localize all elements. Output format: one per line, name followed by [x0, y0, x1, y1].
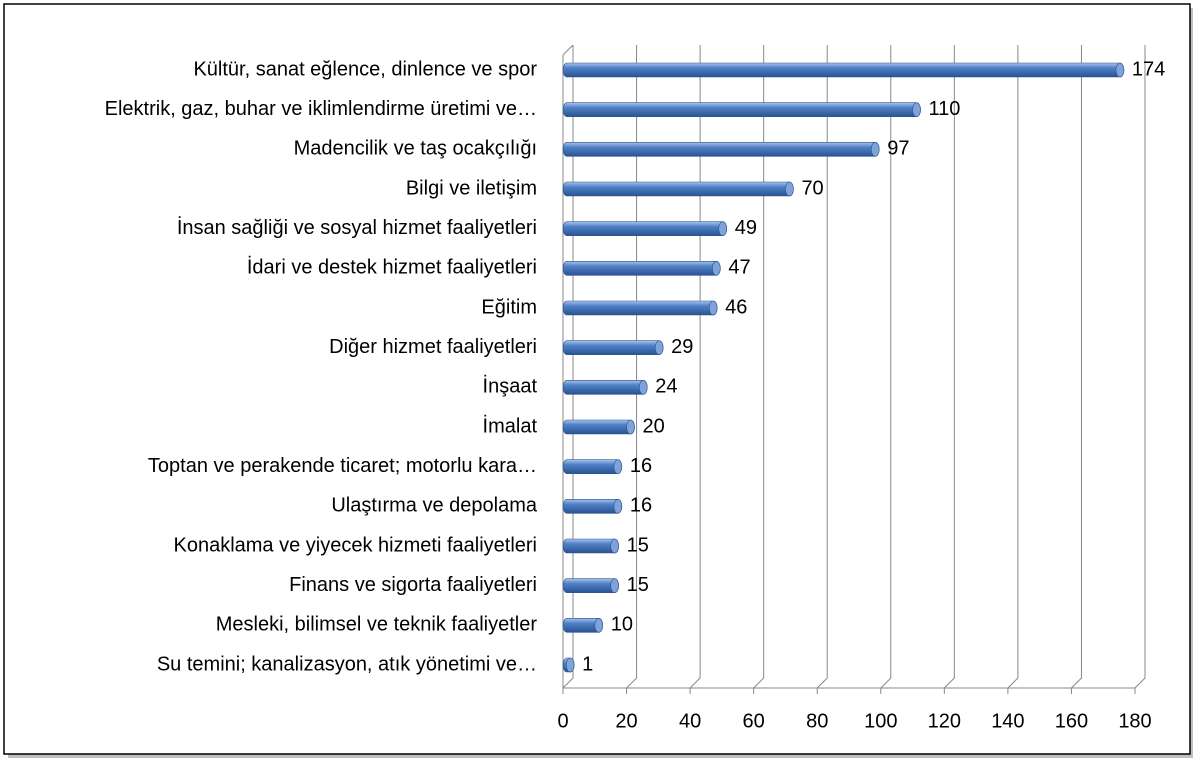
- grid-line: [816, 45, 828, 689]
- category-label: Madencilik ve taş ocakçılığı: [294, 138, 537, 160]
- value-label: 16: [630, 455, 652, 477]
- category-label: Bilgi ve iletişim: [406, 177, 537, 199]
- category-label: Diğer hizmet faaliyetleri: [329, 336, 537, 358]
- bar: [562, 102, 921, 117]
- grid-line: [880, 45, 892, 689]
- category-label: Konaklama ve yiyecek hizmeti faaliyetler…: [174, 534, 538, 556]
- grid-line: [562, 45, 574, 689]
- category-label: İmalat: [483, 414, 538, 437]
- category-label: Elektrik, gaz, buhar ve iklimlendirme ür…: [105, 98, 537, 120]
- bar-cap: [626, 419, 635, 435]
- value-label: 15: [627, 534, 649, 556]
- axis-wall: [562, 44, 574, 56]
- x-tick-label: 140: [991, 710, 1024, 732]
- category-label: İnşaat: [483, 375, 538, 398]
- category-label: Ulaştırma ve depolama: [331, 495, 538, 517]
- bar: [562, 142, 880, 157]
- bar-cap: [594, 618, 604, 633]
- bar-cap: [712, 261, 721, 276]
- category-label: Finans ve sigorta faaliyetleri: [289, 574, 537, 596]
- bar-cap: [610, 578, 619, 593]
- grid-line: [753, 45, 765, 689]
- bar: [562, 459, 623, 474]
- value-label: 16: [630, 495, 652, 517]
- x-tick-label: 180: [1118, 710, 1151, 732]
- category-label: Kültür, sanat eğlence, dinlence ve spor: [193, 58, 537, 80]
- bar-cap: [718, 221, 728, 236]
- bar: [562, 340, 664, 355]
- category-label: Eğitim: [481, 296, 537, 318]
- category-label: Toptan ve perakende ticaret; motorlu kar…: [148, 455, 537, 477]
- value-label: 47: [728, 257, 750, 279]
- bar: [562, 538, 619, 554]
- bar: [562, 499, 623, 514]
- value-label: 97: [887, 138, 909, 160]
- bar: [562, 380, 648, 395]
- value-label: 24: [655, 376, 677, 398]
- x-tick-label: 60: [743, 710, 765, 732]
- bar-cap: [565, 657, 575, 673]
- category-label: Mesleki, bilimsel ve teknik faaliyetler: [216, 614, 538, 636]
- bar-cap: [613, 499, 623, 514]
- bar-cap: [638, 380, 648, 395]
- value-label: 49: [735, 217, 757, 239]
- value-label: 110: [929, 98, 961, 120]
- x-tick-label: 80: [806, 710, 828, 732]
- value-label: 174: [1132, 58, 1165, 80]
- bar-cap: [870, 142, 880, 157]
- bar-cap: [912, 102, 921, 117]
- grid-line: [626, 45, 638, 689]
- x-tick-label: 40: [679, 710, 701, 732]
- category-label: İnsan sağliği ve sosyal hizmet faaliyetl…: [177, 216, 537, 239]
- bar: [562, 261, 721, 276]
- category-label: İdari ve destek hizmet faaliyetleri: [247, 256, 537, 279]
- bar-cap: [1115, 62, 1125, 78]
- x-tick-label: 100: [864, 710, 897, 732]
- value-label: 70: [801, 177, 823, 199]
- bar-cap: [785, 181, 794, 197]
- bar-cap: [654, 340, 664, 355]
- grid-line: [1134, 45, 1146, 689]
- grid-line: [1071, 45, 1082, 689]
- value-label: 1: [582, 653, 593, 675]
- value-label: 15: [627, 574, 649, 596]
- value-label: 29: [671, 336, 693, 358]
- value-label: 10: [611, 614, 633, 636]
- bar: [562, 62, 1125, 78]
- x-tick-label: 160: [1055, 710, 1088, 732]
- value-label: 46: [725, 296, 747, 318]
- bar-cap: [613, 459, 623, 474]
- x-tick-label: 0: [557, 710, 568, 732]
- bar: [562, 419, 635, 435]
- bar: [562, 221, 728, 236]
- bar-cap: [708, 300, 718, 316]
- x-tick-label: 20: [615, 710, 637, 732]
- x-tick-label: 120: [928, 710, 961, 732]
- bar-cap: [610, 538, 619, 554]
- grid-line: [943, 45, 955, 689]
- bar: [562, 578, 619, 593]
- value-label: 20: [643, 415, 665, 437]
- grid-line: [689, 45, 701, 689]
- bar: [562, 181, 794, 197]
- category-label: Su temini; kanalizasyon, atık yönetimi v…: [157, 653, 537, 675]
- bar: [562, 300, 718, 316]
- grid-line: [1007, 45, 1019, 689]
